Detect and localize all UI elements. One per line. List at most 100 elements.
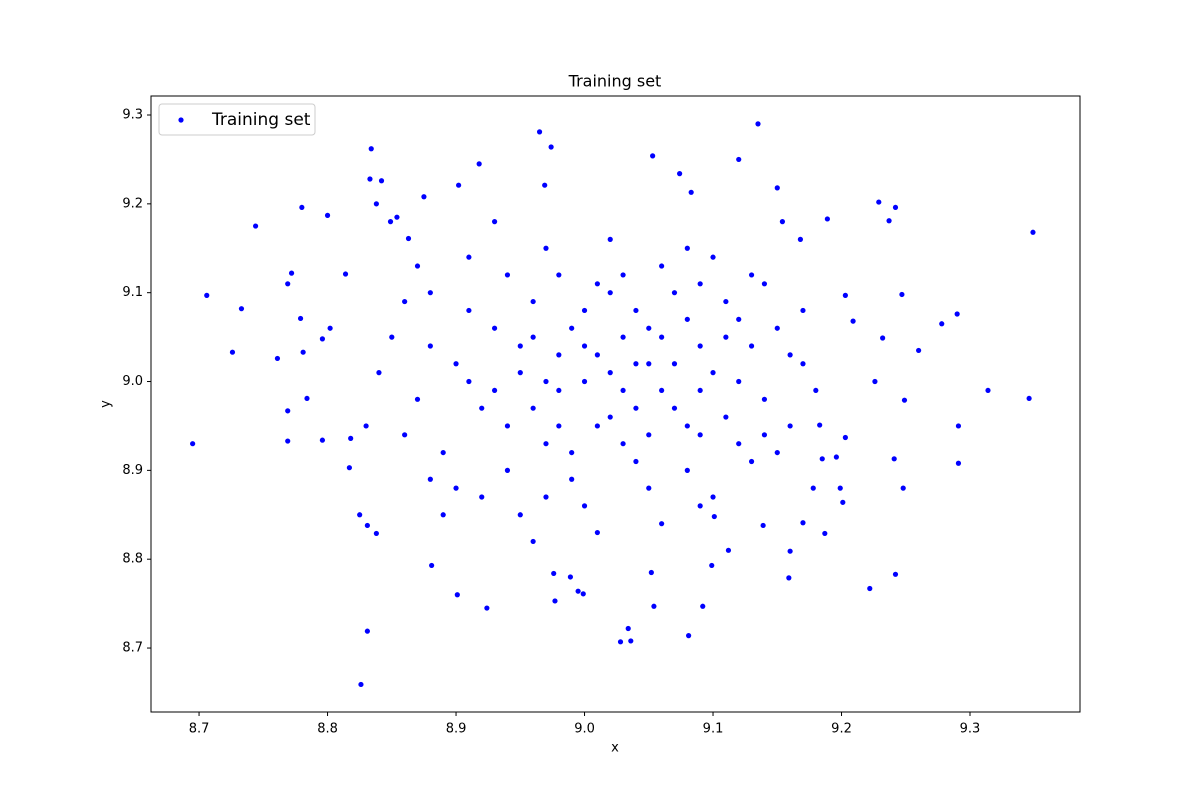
point — [402, 432, 408, 438]
point — [363, 423, 369, 429]
point — [646, 432, 652, 438]
point — [797, 236, 804, 242]
point — [761, 281, 768, 287]
point — [748, 272, 755, 278]
point — [774, 325, 780, 331]
point — [700, 603, 706, 609]
point — [427, 290, 433, 296]
point — [530, 538, 536, 545]
point — [886, 218, 892, 224]
point — [837, 485, 843, 491]
point — [651, 603, 657, 609]
point — [711, 513, 717, 520]
point — [833, 454, 839, 460]
point — [899, 291, 905, 298]
point — [620, 441, 626, 447]
legend-marker — [178, 117, 184, 123]
point — [786, 575, 792, 581]
point — [324, 212, 331, 218]
point — [607, 236, 613, 242]
point — [892, 571, 899, 577]
point — [761, 432, 768, 438]
legend: Training set — [158, 103, 316, 136]
point — [892, 204, 899, 211]
point — [454, 592, 460, 598]
point — [954, 311, 960, 317]
point — [723, 414, 729, 420]
x-tick-label: 9.2 — [831, 722, 852, 737]
point — [453, 361, 459, 367]
point — [530, 405, 536, 411]
point — [697, 387, 703, 394]
point — [543, 245, 549, 251]
point — [900, 485, 906, 491]
point — [517, 512, 523, 518]
point — [252, 223, 259, 229]
point — [684, 245, 690, 251]
point — [684, 423, 690, 429]
point — [710, 370, 716, 376]
legend-box — [158, 103, 316, 136]
point — [659, 387, 665, 394]
point — [421, 194, 427, 200]
point — [650, 153, 656, 159]
point — [880, 335, 886, 341]
point — [709, 562, 715, 569]
point — [659, 263, 665, 269]
point — [348, 435, 354, 441]
point — [414, 263, 421, 269]
point — [939, 321, 945, 327]
point — [607, 290, 613, 296]
point — [646, 361, 652, 367]
point — [787, 548, 793, 554]
x-tick-label: 9.3 — [960, 722, 981, 737]
point — [901, 397, 908, 403]
point — [190, 441, 196, 447]
y-tick-label: 9.1 — [122, 285, 143, 300]
point — [373, 530, 379, 537]
point — [548, 144, 554, 150]
point — [850, 318, 856, 324]
point — [671, 361, 678, 367]
point — [364, 628, 370, 634]
point — [800, 520, 806, 526]
point — [607, 414, 613, 420]
point — [427, 343, 433, 349]
point — [774, 185, 780, 191]
point — [373, 201, 379, 207]
point — [466, 307, 472, 314]
point — [633, 361, 639, 367]
point — [646, 325, 652, 331]
point — [710, 494, 716, 500]
point — [774, 449, 780, 456]
point — [684, 467, 690, 473]
point — [479, 405, 485, 411]
point — [628, 638, 634, 644]
point — [319, 336, 326, 342]
y-tick-label: 8.8 — [122, 552, 143, 567]
point — [358, 681, 364, 688]
point — [491, 387, 498, 394]
point — [530, 298, 536, 305]
point — [569, 449, 575, 456]
point — [800, 361, 806, 367]
point — [491, 219, 498, 225]
point — [686, 632, 692, 639]
point — [543, 494, 549, 500]
y-tick-label: 9.0 — [122, 374, 143, 389]
point — [300, 349, 306, 355]
point — [551, 570, 557, 577]
point — [580, 591, 586, 597]
point — [357, 512, 363, 518]
point — [813, 387, 819, 394]
point — [536, 129, 543, 135]
point — [556, 423, 562, 429]
point — [872, 378, 878, 385]
point — [594, 423, 600, 429]
point — [725, 547, 732, 553]
point — [594, 529, 600, 536]
point — [659, 521, 665, 527]
point — [620, 272, 626, 278]
point — [810, 485, 816, 491]
